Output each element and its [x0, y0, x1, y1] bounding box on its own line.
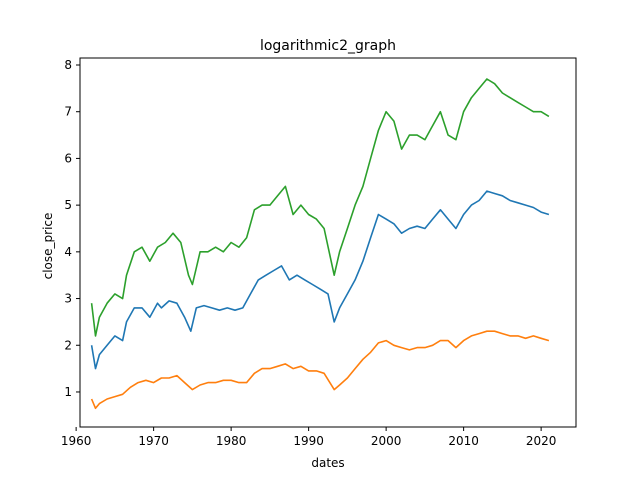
y-tick-label: 2	[64, 338, 72, 352]
plot-area-border	[79, 57, 577, 428]
x-tick-label: 2000	[371, 434, 402, 448]
x-tick-label: 2020	[526, 434, 557, 448]
plot-lines	[90, 78, 550, 410]
y-tick-label: 1	[64, 385, 72, 399]
y-axis-ticks: 1 2 3 4 5 6 7 8	[64, 58, 80, 399]
y-tick-label: 6	[64, 151, 72, 165]
y-tick-label: 5	[64, 198, 72, 212]
y-axis-label: close_price	[41, 213, 55, 280]
x-axis-ticks: 1960 1970 1980 1990 2000 2010 2020	[61, 427, 557, 448]
x-tick-label: 1960	[61, 434, 92, 448]
x-tick-label: 1970	[138, 434, 169, 448]
x-axis-label: dates	[311, 456, 344, 470]
y-tick-label: 8	[64, 58, 72, 72]
series-line-green	[90, 78, 550, 337]
axes-frame	[79, 57, 577, 428]
y-tick-label: 4	[64, 245, 72, 259]
y-tick-label: 7	[64, 105, 72, 119]
series-line-orange	[90, 330, 550, 410]
x-tick-label: 1990	[293, 434, 324, 448]
x-tick-label: 1980	[216, 434, 247, 448]
chart-title: logarithmic2_graph	[260, 38, 396, 54]
y-tick-label: 3	[64, 292, 72, 306]
series-line-blue	[90, 190, 550, 370]
x-tick-label: 2010	[448, 434, 479, 448]
